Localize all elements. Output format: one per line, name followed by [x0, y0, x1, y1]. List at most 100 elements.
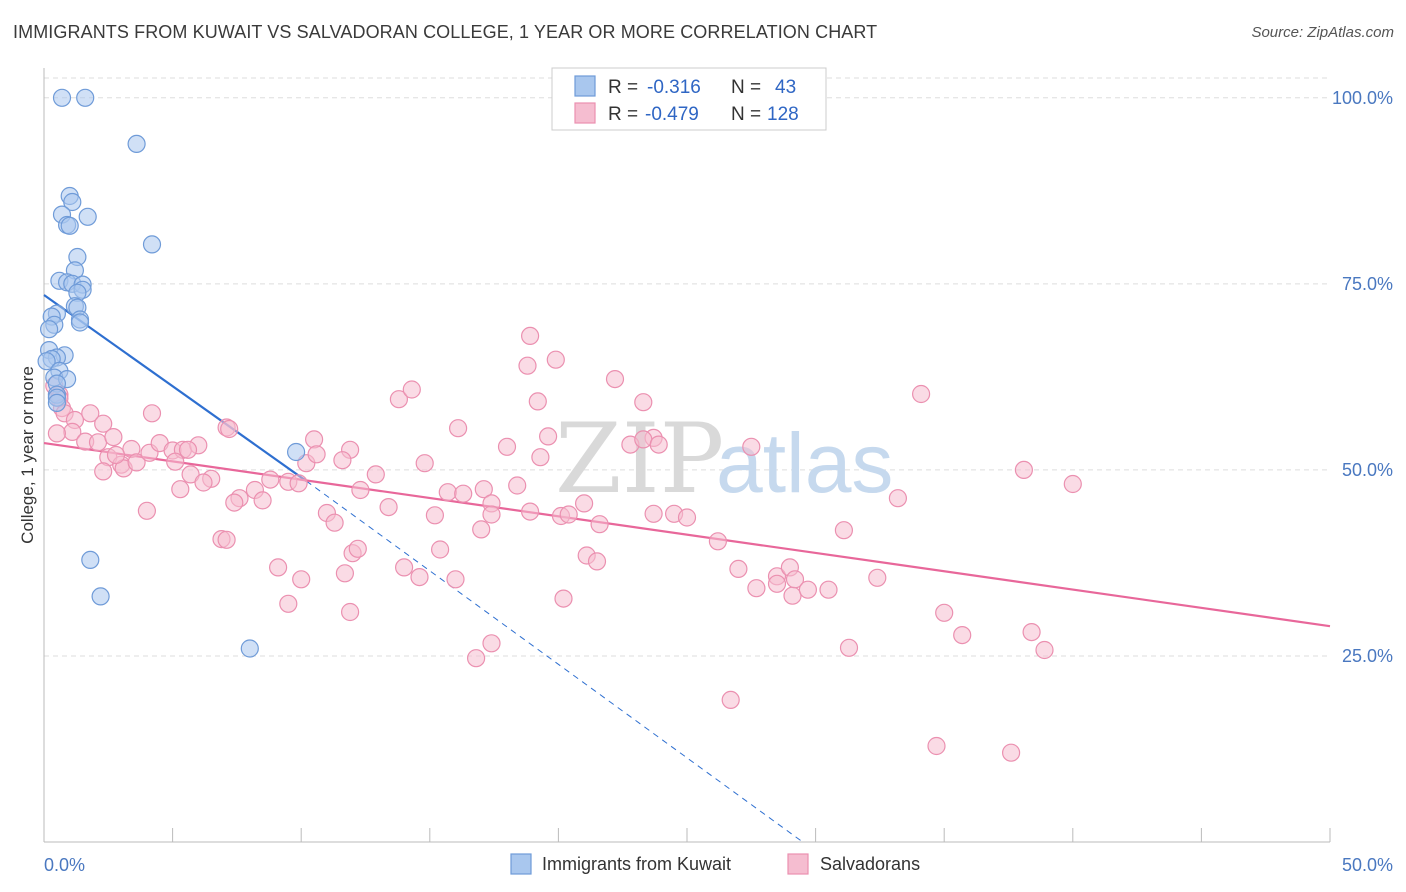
salvadoran-point-115 — [335, 564, 354, 583]
kuwait-point-1 — [76, 88, 95, 107]
salvadoran-point-32 — [194, 473, 213, 492]
kuwait-point-0 — [52, 88, 72, 107]
salvadoran-point-79 — [634, 393, 653, 412]
chart-title: IMMIGRANTS FROM KUWAIT VS SALVADORAN COL… — [13, 22, 878, 42]
salvadoran-point-59 — [454, 484, 473, 503]
salvadoran-point-93 — [721, 690, 740, 710]
salvadoran-point-73 — [546, 350, 565, 369]
salvadoran-point-103 — [911, 384, 931, 404]
kuwait-point-23 — [70, 313, 90, 332]
salvadoran-point-12 — [104, 428, 123, 447]
axes — [43, 68, 1331, 843]
chart-source: Source: ZipAtlas.com — [1251, 24, 1394, 41]
y-tick-label-1: 50.0% — [1342, 460, 1393, 480]
x-tick-label-1: 50.0% — [1342, 855, 1393, 875]
kuwait-point-41 — [240, 639, 259, 658]
salvadoran-point-86 — [644, 504, 663, 523]
kuwait-point-9 — [60, 216, 79, 235]
y-tick-label-2: 75.0% — [1342, 274, 1393, 294]
salvadoran-point-104 — [935, 603, 954, 622]
salvadoran-point-96 — [785, 570, 805, 589]
legend-swatch-pink — [574, 102, 596, 124]
salvadoran-point-105 — [953, 625, 972, 645]
salvadoran-point-67 — [531, 448, 550, 467]
legend-r-label-2: R = — [608, 104, 638, 125]
legend-r-value-1: -0.316 — [647, 77, 701, 98]
salvadoran-point-89 — [708, 532, 728, 551]
watermark: ZIP atlas — [555, 403, 893, 515]
salvadoran-point-41 — [305, 430, 324, 449]
salvadoran-point-119 — [431, 540, 450, 559]
salvadoran-point-52 — [389, 390, 408, 409]
kuwait-point-2 — [127, 134, 146, 153]
salvadoran-point-39 — [289, 474, 308, 493]
legend-n-value-2: 128 — [767, 104, 799, 125]
salvadoran-point-85 — [677, 508, 697, 527]
salvadoran-point-66 — [538, 427, 558, 446]
series-legend-label-salvadorans: Salvadorans — [820, 854, 920, 874]
salvadoran-point-37 — [261, 470, 280, 489]
salvadoran-point-82 — [634, 430, 653, 449]
salvadoran-point-116 — [341, 602, 360, 622]
legend-n-label-1: N = — [731, 77, 761, 98]
salvadoran-point-25 — [178, 440, 198, 459]
salvadoran-point-49 — [348, 539, 367, 558]
salvadoran-point-54 — [415, 454, 434, 473]
salvadoran-point-45 — [351, 480, 370, 500]
salvadoran-point-106 — [1014, 460, 1034, 479]
salvadoran-point-88 — [729, 559, 748, 579]
salvadoran-point-126 — [137, 501, 156, 520]
y-tick-label-3: 100.0% — [1332, 88, 1393, 108]
salvadoran-point-63 — [497, 437, 517, 456]
salvadoran-point-117 — [395, 558, 414, 577]
kuwait-point-40 — [91, 587, 110, 606]
salvadoran-point-122 — [482, 634, 501, 653]
salvadoran-point-31 — [171, 480, 190, 499]
salvadoran-point-47 — [325, 513, 344, 532]
salvadoran-point-95 — [783, 586, 802, 605]
legend-r-value-2: -0.479 — [645, 104, 699, 125]
salvadoran-point-111 — [1001, 743, 1021, 762]
kuwait-point-7 — [78, 207, 97, 226]
salvadoran-point-92 — [747, 579, 766, 598]
salvadoran-point-36 — [253, 491, 272, 510]
salvadoran-point-78 — [605, 370, 625, 389]
legend-n-label-2: N = — [731, 104, 761, 125]
salvadoran-point-57 — [449, 419, 468, 438]
legend-swatch-blue — [574, 75, 596, 97]
kuwait-point-38 — [287, 442, 306, 462]
salvadoran-point-91 — [767, 574, 787, 593]
salvadoran-point-113 — [279, 594, 298, 613]
legend-n-value-1: 43 — [775, 77, 796, 98]
tick-labels: 25.0% 50.0% 75.0% 100.0% 0.0% 50.0% — [44, 88, 1393, 875]
series-legend-swatch-salvadorans — [787, 853, 809, 875]
kuwait-point-25 — [39, 320, 59, 339]
salvadoran-point-71 — [518, 356, 537, 375]
salvadoran-point-17 — [127, 453, 146, 472]
data-points — [37, 88, 1082, 762]
salvadoran-point-121 — [467, 649, 486, 668]
salvadoran-point-64 — [508, 476, 527, 495]
salvadoran-point-98 — [819, 580, 838, 599]
salvadoran-point-11 — [88, 433, 108, 452]
salvadoran-point-62 — [482, 505, 501, 524]
salvadoran-point-28 — [220, 419, 239, 439]
salvadoran-point-9 — [47, 424, 67, 443]
salvadoran-point-112 — [269, 558, 288, 577]
salvadoran-point-87 — [742, 437, 761, 456]
salvadoran-point-56 — [438, 483, 457, 502]
salvadoran-point-101 — [868, 568, 887, 587]
correlation-legend: R = -0.316 N = 43 R = -0.479 N = 128 — [551, 67, 827, 131]
salvadoran-point-125 — [217, 530, 236, 549]
salvadoran-point-120 — [446, 570, 465, 589]
salvadoran-point-127 — [106, 445, 126, 465]
salvadoran-point-44 — [333, 451, 352, 470]
watermark-atlas: atlas — [716, 416, 893, 510]
salvadoran-point-53 — [402, 380, 421, 399]
salvadoran-point-51 — [379, 498, 398, 517]
kuwait-point-30 — [37, 352, 56, 371]
salvadoran-point-108 — [1035, 640, 1054, 660]
salvadoran-point-34 — [225, 493, 244, 512]
